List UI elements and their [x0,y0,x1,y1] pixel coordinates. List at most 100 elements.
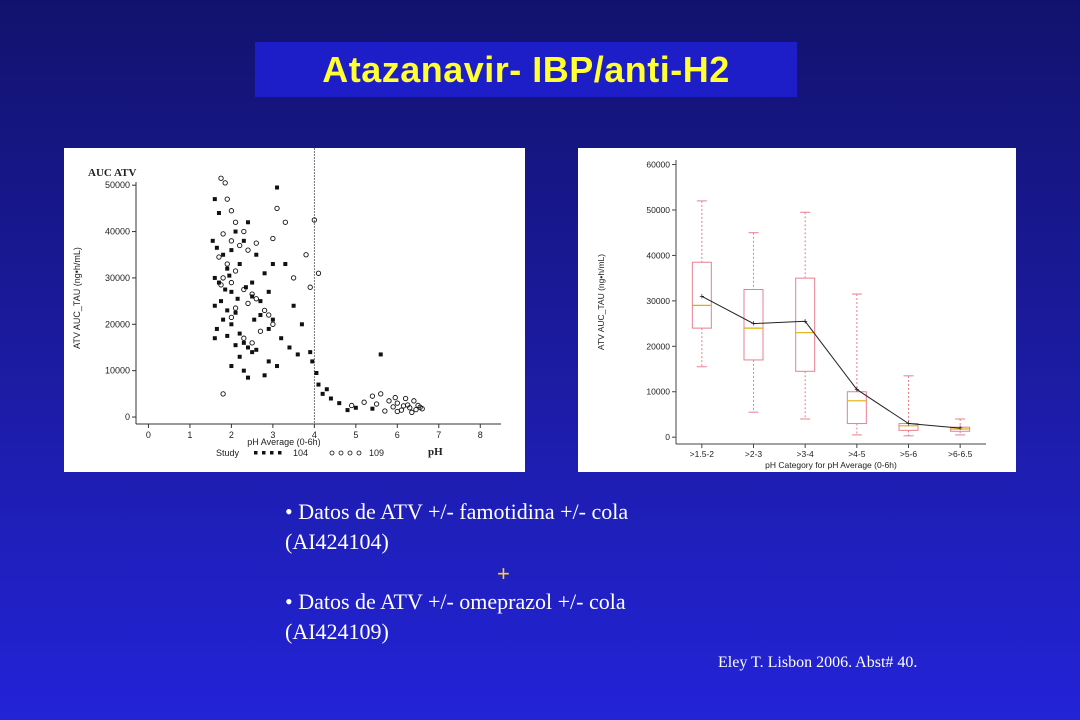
data-point [337,401,342,406]
x-tick-label: 7 [436,430,441,440]
data-point [214,326,219,331]
data-point [252,317,257,322]
data-point [291,303,296,308]
x-tick-label: >2-3 [745,449,763,459]
data-point [212,303,217,308]
box-body [743,289,764,361]
data-point [233,343,238,348]
data-point [241,335,247,341]
data-point [253,240,259,246]
bullet-2-line-2: (AI424109) [285,619,389,644]
data-point [212,275,217,280]
data-point [270,235,276,242]
data-point [270,321,276,327]
y-tick-label: 20000 [105,319,130,329]
data-point [233,229,238,234]
y-tick-label: 30000 [105,273,130,283]
data-point [275,185,280,190]
data-point [373,401,380,407]
data-point [222,180,228,186]
data-point [261,307,268,314]
x-tick-label: 1 [187,430,192,440]
data-point [315,270,322,276]
x-tick-label: 4 [312,430,317,440]
data-point [417,404,423,410]
data-point [386,398,392,404]
y-axis-title: ATV AUC_TAU (ng•h/mL) [596,254,606,350]
data-point [232,219,239,225]
data-point [233,310,238,315]
x-tick-label: 8 [478,430,483,440]
data-point [390,404,396,410]
slide-title: Atazanavir- IBP/anti-H2 [322,48,730,90]
data-point [369,393,376,399]
bullet-1-line-2: (AI424104) [285,529,389,554]
data-point [245,345,250,350]
legend-marker-104 [278,451,282,455]
data-point [402,395,409,402]
mean-marker: + [854,384,859,394]
data-point [262,373,267,378]
x-overlay-label: pH [428,446,443,458]
data-point [310,359,315,364]
data-point [299,322,304,327]
data-point [257,328,264,334]
data-point [378,391,384,397]
data-point [311,217,318,223]
data-point [411,398,417,404]
data-point [228,238,235,244]
data-point [224,196,230,202]
data-point [241,228,247,235]
x-axis-title: pH Category for pH Average (0-6h) [765,460,897,470]
data-point [229,248,234,253]
mean-marker: + [751,319,756,329]
data-point [241,368,246,373]
y-axis-title: ATV AUC_TAU (ng•h/mL) [72,247,82,349]
data-point [349,402,355,409]
data-point [266,289,271,294]
data-point [270,262,275,267]
data-point [295,352,300,357]
x-tick-label: 3 [270,430,275,440]
mean-marker: + [699,291,704,301]
data-point [382,408,388,414]
data-point [223,287,228,292]
mean-marker: + [803,316,808,326]
data-point [219,299,224,304]
data-point [250,280,255,285]
data-point [210,238,215,243]
data-point [324,387,329,392]
y-tick-label: 50000 [646,205,670,215]
citation: Eley T. Lisbon 2006. Abst# 40. [718,654,918,671]
mean-marker: + [958,423,963,433]
data-point [361,399,367,405]
data-point [245,300,251,307]
mean-line [701,295,961,429]
data-point [258,313,263,318]
data-point [400,403,407,409]
data-point [229,289,234,294]
data-point [228,279,235,286]
data-point [262,271,267,276]
data-point [216,254,222,260]
legend-marker-109 [356,450,362,456]
bullet-1-line-1: • Datos de ATV +/- famotidina +/- cola [285,499,629,524]
data-point [218,175,224,181]
data-point [266,326,271,331]
data-point [282,219,288,225]
data-point [250,350,255,355]
data-point [353,405,358,410]
data-point [212,197,217,202]
bullet-list: • Datos de ATV +/- famotidina +/- cola (… [285,497,745,647]
y-overlay-label: AUC ATV [88,167,136,179]
y-tick-label: 10000 [646,387,670,397]
data-point [249,291,255,297]
data-point [212,336,217,341]
title-banner: Atazanavir- IBP/anti-H2 [255,42,797,97]
data-point [220,231,226,237]
data-point [235,296,240,301]
data-point [283,262,288,267]
data-point [245,247,251,253]
data-point [229,364,234,369]
data-point [221,252,226,257]
